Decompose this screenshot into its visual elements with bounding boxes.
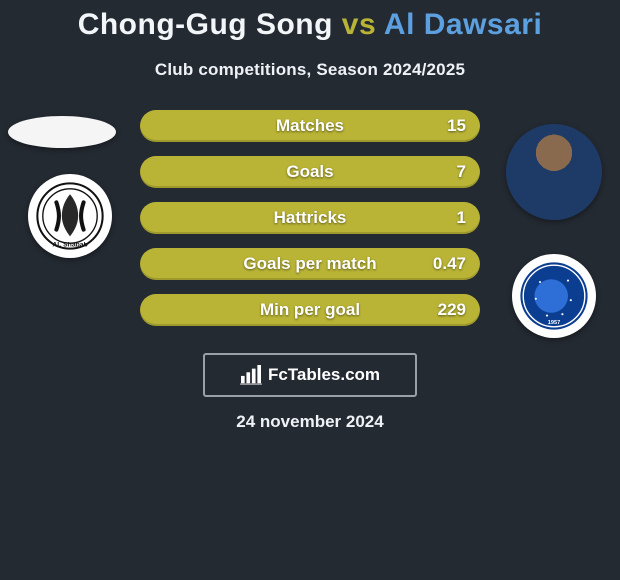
stat-bar-value-right: 7 bbox=[457, 162, 466, 182]
player2-photo bbox=[506, 124, 602, 220]
stat-bar-label: Goals per match bbox=[243, 254, 376, 274]
player2-club-logo: 1957 bbox=[512, 254, 596, 338]
stat-bar-label: Goals bbox=[286, 162, 333, 182]
comparison-area: AL Shabab Matches 15 Goals 7 Hattricks 1 Goals… bbox=[0, 110, 620, 370]
svg-text:AL Shabab: AL Shabab bbox=[52, 242, 87, 249]
stat-bar-value-right: 1 bbox=[457, 208, 466, 228]
player1-photo-placeholder bbox=[8, 116, 116, 148]
brand-box: FcTables.com bbox=[203, 353, 417, 397]
stat-bar: Hattricks 1 bbox=[140, 202, 480, 234]
al-shabab-icon: AL Shabab bbox=[36, 182, 104, 250]
stat-bar: Goals per match 0.47 bbox=[140, 248, 480, 280]
stat-bar-label: Hattricks bbox=[274, 208, 347, 228]
stat-bar: Min per goal 229 bbox=[140, 294, 480, 326]
stat-bar-value-right: 0.47 bbox=[433, 254, 466, 274]
stat-bar-label: Matches bbox=[276, 116, 344, 136]
stat-bars: Matches 15 Goals 7 Hattricks 1 Goals per match… bbox=[140, 110, 480, 340]
stat-bar-value-right: 15 bbox=[447, 116, 466, 136]
stat-bar: Matches 15 bbox=[140, 110, 480, 142]
date-text: 24 november 2024 bbox=[0, 412, 620, 432]
svg-text:1957: 1957 bbox=[548, 320, 560, 326]
subtitle: Club competitions, Season 2024/2025 bbox=[0, 60, 620, 80]
stat-bar-label: Min per goal bbox=[260, 300, 360, 320]
title-vs: vs bbox=[342, 8, 376, 41]
brand-text: FcTables.com bbox=[268, 365, 380, 385]
stat-bar: Goals 7 bbox=[140, 156, 480, 188]
al-hilal-icon: 1957 bbox=[519, 261, 589, 331]
bar-chart-icon bbox=[240, 365, 262, 385]
title-player1: Chong-Gug Song bbox=[78, 8, 333, 41]
page-title: Chong-Gug Song vs Al Dawsari bbox=[0, 0, 620, 42]
player1-club-logo: AL Shabab bbox=[28, 174, 112, 258]
stat-bar-value-right: 229 bbox=[438, 300, 466, 320]
title-player2: Al Dawsari bbox=[384, 8, 542, 41]
